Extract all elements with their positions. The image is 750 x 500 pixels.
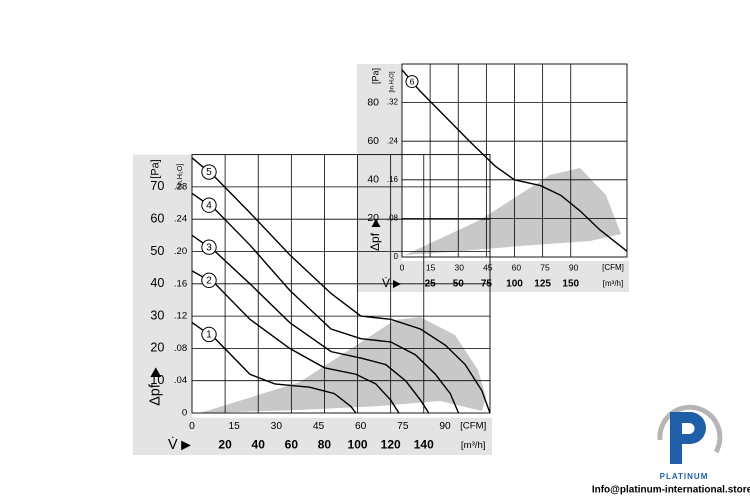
- axis-band: [133, 154, 192, 455]
- x2-tick-label: 15: [228, 421, 240, 432]
- x-tick-label: 80: [318, 438, 332, 452]
- x-tick-label: 140: [414, 438, 434, 452]
- x-tick-label: 40: [252, 438, 266, 452]
- legend-label: 3: [206, 242, 212, 253]
- x2-tick-label: 45: [313, 421, 325, 432]
- legend-marker: [405, 75, 419, 89]
- y-axis-title: Δpf: [368, 232, 382, 251]
- y2-tick-label: .16: [387, 175, 399, 184]
- y-tick-label: 20: [367, 212, 379, 224]
- y2-tick-label: 0: [182, 408, 187, 419]
- legend-label: 1: [206, 330, 212, 341]
- legend-marker: [201, 272, 217, 289]
- y-tick-label: 40: [150, 276, 164, 290]
- y-tick-label: 60: [150, 212, 164, 226]
- x-axis-label: [m³/h]: [461, 440, 486, 451]
- y-axis-title: Δpf: [148, 383, 164, 406]
- x2-axis-label: [CFM]: [460, 421, 486, 432]
- y2-tick-label: .20: [174, 246, 187, 257]
- x2-tick-label: 45: [483, 262, 493, 272]
- y2-tick-label: .16: [174, 278, 187, 289]
- x-tick-label: 50: [453, 279, 465, 290]
- y-tick-label: 80: [367, 96, 379, 108]
- x-tick-label: 150: [562, 279, 579, 290]
- axis-arrow: [371, 219, 381, 227]
- y-tick-label: 30: [150, 308, 164, 322]
- legend-marker: [201, 239, 217, 255]
- x-axis-label: [m³/h]: [603, 279, 623, 288]
- x-tick-label: 75: [481, 279, 493, 290]
- x2-tick-label: 0: [189, 421, 195, 432]
- logo-ring: [657, 404, 723, 454]
- legend-label: 2: [206, 276, 212, 287]
- x2-tick-label: 15: [426, 262, 436, 272]
- y2-tick-label: .28: [174, 181, 187, 192]
- y2-tick-label: .12: [174, 311, 187, 322]
- y2-axis-label: [in.H₂O]: [175, 164, 184, 189]
- axis-band: [357, 64, 402, 292]
- axis-arrow: [393, 280, 401, 288]
- operating-range: [200, 317, 486, 413]
- y-tick-label: 50: [150, 244, 164, 258]
- x-tick-label: 100: [348, 438, 368, 452]
- legend-marker: [201, 164, 217, 180]
- logo-mark: [670, 412, 706, 464]
- x-tick-label: 20: [218, 438, 232, 452]
- curve: [191, 321, 357, 414]
- y2-tick-label: .24: [174, 214, 188, 225]
- x-axis-title: V̇: [168, 436, 178, 453]
- y-axis-label: [Pa]: [150, 159, 162, 178]
- x2-tick-label: 60: [355, 421, 367, 432]
- x-tick-label: 60: [285, 438, 299, 452]
- y-tick-label: 60: [367, 135, 379, 147]
- x-tick-label: 125: [534, 279, 551, 290]
- y2-tick-label: .04: [174, 375, 188, 386]
- legend-label: 6: [410, 76, 415, 86]
- axis-band: [357, 261, 629, 292]
- curve: [191, 192, 460, 414]
- x2-tick-label: 30: [454, 262, 464, 272]
- backgrounds: [133, 64, 629, 455]
- y2-tick-label: .24: [387, 136, 399, 145]
- x2-tick-label: 30: [271, 421, 283, 432]
- x2-tick-label: 60: [512, 262, 522, 272]
- axis-arrow: [150, 367, 162, 377]
- x2-tick-label: 0: [400, 262, 405, 272]
- x2-axis-label: [CFM]: [602, 263, 624, 272]
- x-tick-label: 120: [381, 438, 401, 452]
- x2-tick-label: 90: [569, 262, 579, 272]
- y-tick-label: 40: [367, 174, 379, 186]
- x-tick-label: 25: [425, 279, 437, 290]
- x2-tick-label: 75: [397, 421, 409, 432]
- y-tick-label: 20: [150, 341, 164, 355]
- legend-marker: [201, 197, 217, 213]
- logo-contact: Info@platinum-international.store: [592, 485, 750, 496]
- y2-tick-label: 0: [394, 252, 399, 261]
- legend-label: 5: [206, 167, 212, 178]
- x2-tick-label: 90: [439, 421, 451, 432]
- y-axis-label: [Pa]: [370, 68, 380, 84]
- x-axis-title: V̇: [382, 276, 390, 290]
- x2-tick-label: 75: [540, 262, 550, 272]
- operating-range: [405, 168, 621, 255]
- axis-arrow: [181, 440, 191, 451]
- curve: [191, 157, 491, 414]
- axis-band: [133, 417, 492, 455]
- logo-brand: PLATINUM: [660, 472, 709, 481]
- x-tick-label: 100: [506, 279, 523, 290]
- y2-axis-label: [in.H₂O]: [390, 71, 396, 92]
- curve: [401, 69, 628, 252]
- y-tick-label: 70: [150, 179, 164, 193]
- logo: PLATINUM Info@platinum-international.sto…: [592, 404, 750, 496]
- y2-tick-label: .32: [387, 98, 399, 107]
- legend-label: 4: [206, 200, 212, 211]
- legend-marker: [201, 326, 217, 343]
- curve: [191, 270, 400, 414]
- y2-tick-label: .08: [387, 214, 399, 223]
- y2-tick-label: .08: [174, 343, 187, 354]
- curve: [191, 234, 430, 414]
